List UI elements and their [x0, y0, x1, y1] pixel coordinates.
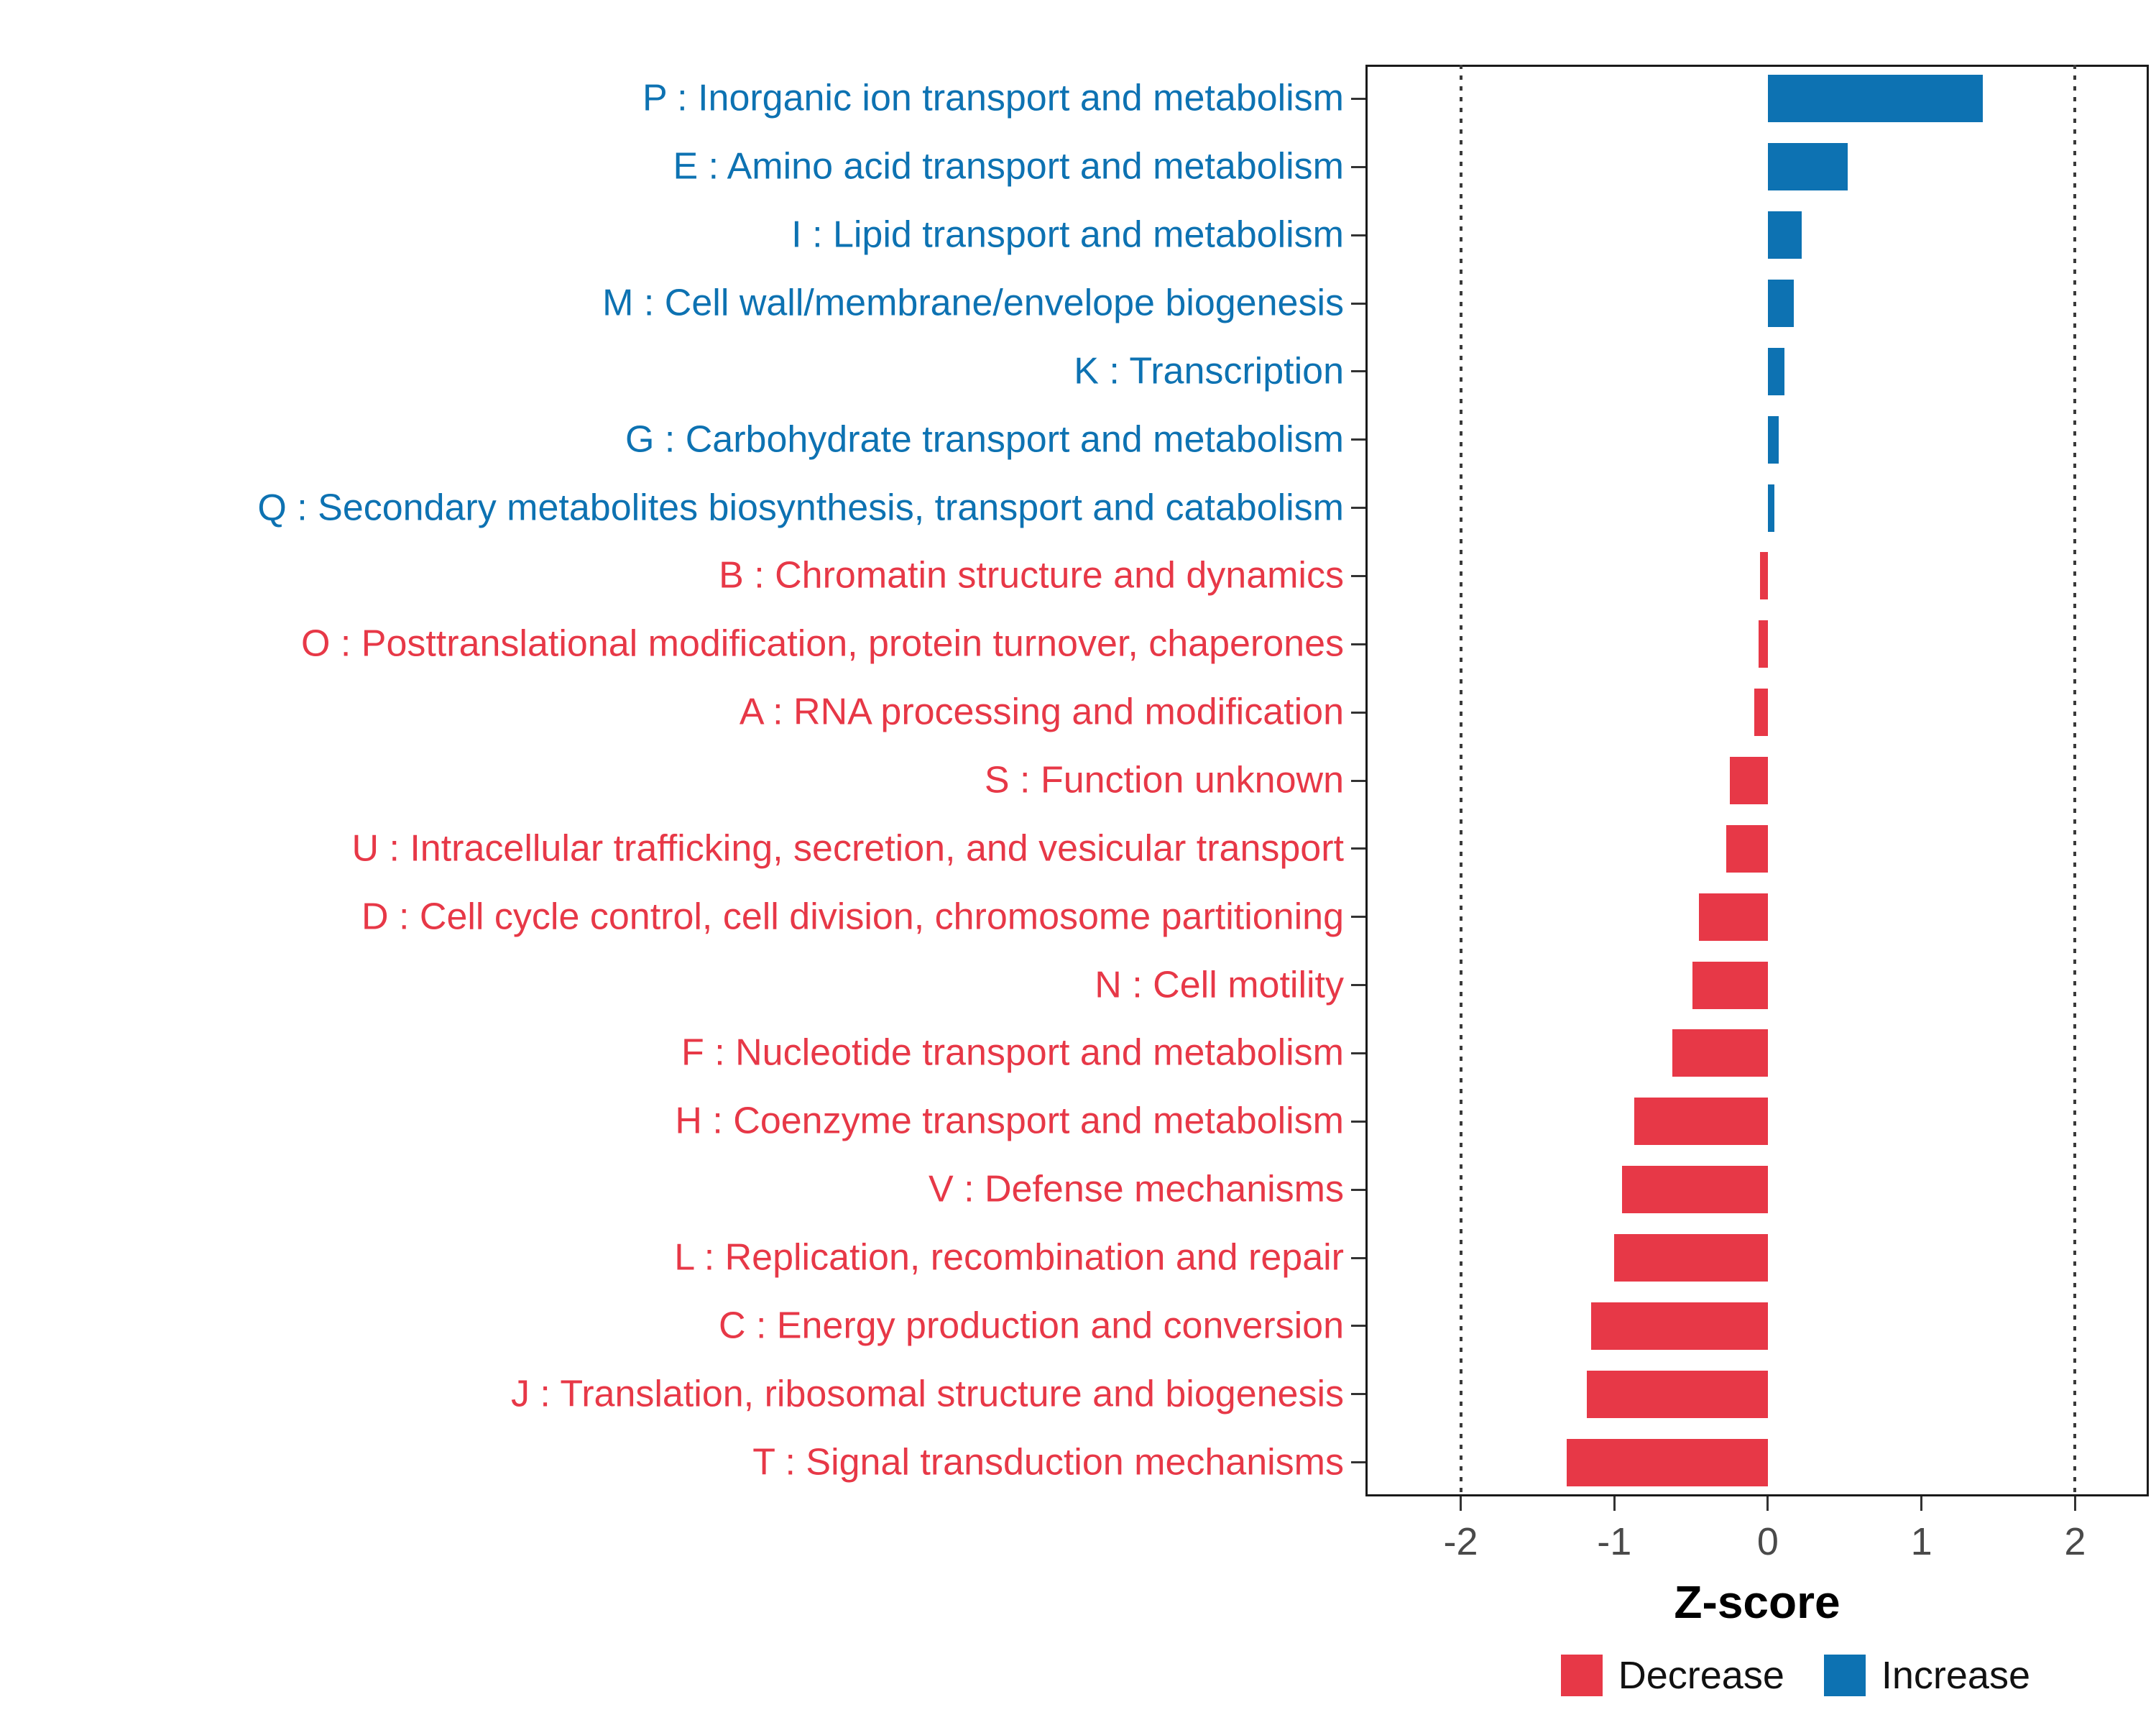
y-axis-tick — [1351, 847, 1365, 850]
legend-swatch-decrease — [1560, 1655, 1603, 1696]
category-label: L : Replication, recombination and repai… — [674, 1236, 1344, 1279]
bar — [1767, 75, 1984, 123]
bar — [1634, 1098, 1768, 1146]
bar — [1591, 1302, 1768, 1350]
x-axis-title: Z-score — [1674, 1576, 1841, 1628]
x-axis-tick — [2073, 1496, 2076, 1511]
y-axis-tick — [1351, 370, 1365, 373]
bar — [1726, 824, 1768, 873]
category-label: V : Defense mechanisms — [928, 1168, 1344, 1210]
x-axis-tick — [1766, 1496, 1769, 1511]
y-axis-tick — [1351, 984, 1365, 987]
y-axis-tick — [1351, 779, 1365, 782]
bar — [1759, 620, 1768, 668]
y-axis-tick — [1351, 165, 1365, 168]
bar — [1767, 280, 1795, 327]
bar — [1698, 893, 1768, 941]
y-axis-tick — [1351, 916, 1365, 919]
x-axis-tick — [1920, 1496, 1923, 1511]
legend-item-decrease: Decrease — [1560, 1653, 1784, 1698]
category-label: G : Carbohydrate transport and metabolis… — [625, 418, 1344, 461]
x-tick-label: 1 — [1910, 1520, 1932, 1563]
x-axis-tick — [1613, 1496, 1616, 1511]
reference-line — [1459, 65, 1462, 1496]
y-axis-tick — [1351, 234, 1365, 236]
bar — [1767, 211, 1802, 259]
bar — [1672, 1029, 1768, 1077]
bar — [1692, 961, 1768, 1009]
x-tick-label: 2 — [2064, 1520, 2086, 1563]
bar — [1586, 1370, 1768, 1418]
y-axis-tick — [1351, 1256, 1365, 1259]
y-axis-tick — [1351, 438, 1365, 441]
bar — [1767, 415, 1779, 464]
category-label: K : Transcription — [1074, 350, 1344, 392]
bar — [1754, 689, 1768, 737]
y-axis-tick — [1351, 97, 1365, 100]
bar — [1729, 757, 1768, 804]
category-label: P : Inorganic ion transport and metaboli… — [642, 78, 1344, 120]
bar — [1760, 552, 1768, 600]
category-label: B : Chromatin structure and dynamics — [719, 555, 1344, 597]
category-label: M : Cell wall/membrane/envelope biogenes… — [602, 282, 1344, 324]
category-label: F : Nucleotide transport and metabolism — [681, 1032, 1344, 1075]
category-label: E : Amino acid transport and metabolism — [673, 145, 1344, 188]
bar — [1614, 1234, 1768, 1282]
y-axis-tick — [1351, 1188, 1365, 1191]
bar — [1767, 484, 1774, 532]
bar — [1767, 347, 1785, 395]
y-axis-tick — [1351, 507, 1365, 510]
y-axis-tick — [1351, 1120, 1365, 1123]
x-tick-label: -1 — [1597, 1520, 1632, 1563]
category-label: H : Coenzyme transport and metabolism — [675, 1100, 1344, 1142]
category-label: N : Cell motility — [1095, 964, 1344, 1006]
bar — [1621, 1166, 1768, 1214]
legend-label-increase: Increase — [1881, 1654, 2030, 1697]
category-label: D : Cell cycle control, cell division, c… — [361, 896, 1344, 938]
category-label: C : Energy production and conversion — [718, 1305, 1344, 1347]
category-label: I : Lipid transport and metabolism — [791, 213, 1344, 256]
y-axis-tick — [1351, 643, 1365, 645]
category-label: A : RNA processing and modification — [739, 691, 1344, 733]
bar — [1566, 1438, 1768, 1486]
y-axis-tick — [1351, 1461, 1365, 1464]
reference-line — [2073, 65, 2077, 1496]
category-label: T : Signal transduction mechanisms — [752, 1441, 1344, 1484]
category-label: Q : Secondary metabolites biosynthesis, … — [257, 487, 1344, 529]
x-tick-label: 0 — [1756, 1520, 1779, 1563]
y-axis-tick — [1351, 1052, 1365, 1054]
legend: Decrease Increase — [1560, 1653, 2030, 1698]
y-axis-tick — [1351, 574, 1365, 577]
y-axis-tick — [1351, 1393, 1365, 1396]
category-label: J : Translation, ribosomal structure and… — [510, 1373, 1344, 1415]
legend-label-decrease: Decrease — [1618, 1654, 1784, 1697]
y-axis-tick — [1351, 711, 1365, 714]
x-axis-tick — [1460, 1496, 1462, 1511]
y-axis-tick — [1351, 302, 1365, 305]
category-label: S : Function unknown — [984, 759, 1344, 801]
legend-item-increase: Increase — [1823, 1653, 2030, 1698]
bar — [1767, 143, 1848, 191]
x-tick-label: -2 — [1443, 1520, 1478, 1563]
y-axis-tick — [1351, 1325, 1365, 1328]
category-label: O : Posttranslational modification, prot… — [300, 622, 1344, 665]
legend-swatch-increase — [1823, 1655, 1866, 1696]
category-label: U : Intracellular trafficking, secretion… — [351, 827, 1344, 870]
